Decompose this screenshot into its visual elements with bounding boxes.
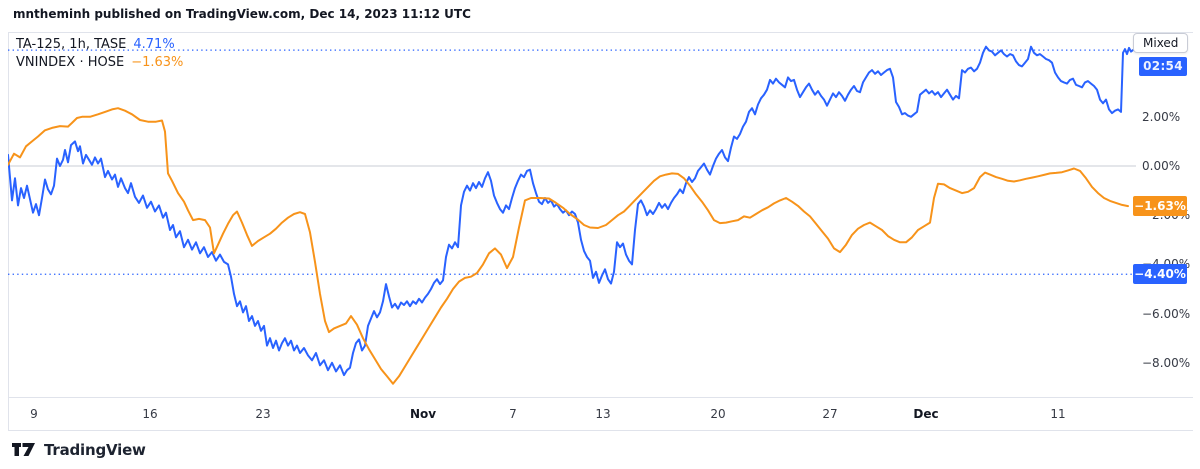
legend-symbol-title: VNINDEX · HOSE (16, 55, 125, 70)
x-tick-label: 7 (509, 407, 517, 421)
x-tick-label: 23 (255, 407, 271, 421)
chart-pane[interactable] (8, 32, 1136, 397)
chart-left-border (8, 32, 9, 430)
price-axis-badge: −4.40% (1133, 264, 1187, 285)
y-tick-label: 0.00% (1142, 159, 1181, 173)
footer-brand-text[interactable]: TradingView (44, 441, 146, 459)
legend-row-ta125[interactable]: TA-125, 1h, TASE 4.71% (16, 36, 183, 54)
tradingview-logo-icon[interactable] (12, 443, 37, 457)
legend-symbol-change: 4.71% (133, 37, 175, 52)
x-tick-label: 13 (595, 407, 611, 421)
legend-symbol-change: −1.63% (131, 55, 184, 70)
attribution-text: mntheminh published on TradingView.com, … (13, 7, 471, 21)
series-line-vnindex (8, 107, 1129, 385)
market-status-label: Mixed (1133, 33, 1189, 53)
snapshot-bottom-border (8, 430, 1193, 431)
x-tick-label: 27 (822, 407, 838, 421)
chart-top-border (8, 32, 1193, 33)
y-tick-label: −6.00% (1142, 306, 1191, 321)
price-axis-badge: −1.63% (1133, 196, 1187, 217)
x-tick-label: 16 (142, 407, 158, 421)
footer: TradingView (12, 441, 146, 459)
x-tick-label: Dec (913, 407, 939, 421)
y-tick-label: −8.00% (1142, 355, 1191, 370)
bar-countdown-badge: 02:54 (1139, 57, 1187, 76)
x-tick-label: 20 (710, 407, 726, 421)
legend-row-vnindex[interactable]: VNINDEX · HOSE −1.63% (16, 54, 183, 72)
series-line-ta125 (8, 45, 1134, 377)
chart-legend: TA-125, 1h, TASE 4.71% VNINDEX · HOSE −1.6… (16, 36, 183, 72)
x-tick-label: Nov (409, 407, 437, 421)
x-tick-label: 11 (1050, 407, 1066, 421)
time-axis-separator (8, 397, 1193, 398)
legend-symbol-title: TA-125, 1h, TASE (16, 37, 127, 52)
y-tick-label: 2.00% (1142, 109, 1181, 124)
x-tick-label: 9 (30, 407, 38, 421)
